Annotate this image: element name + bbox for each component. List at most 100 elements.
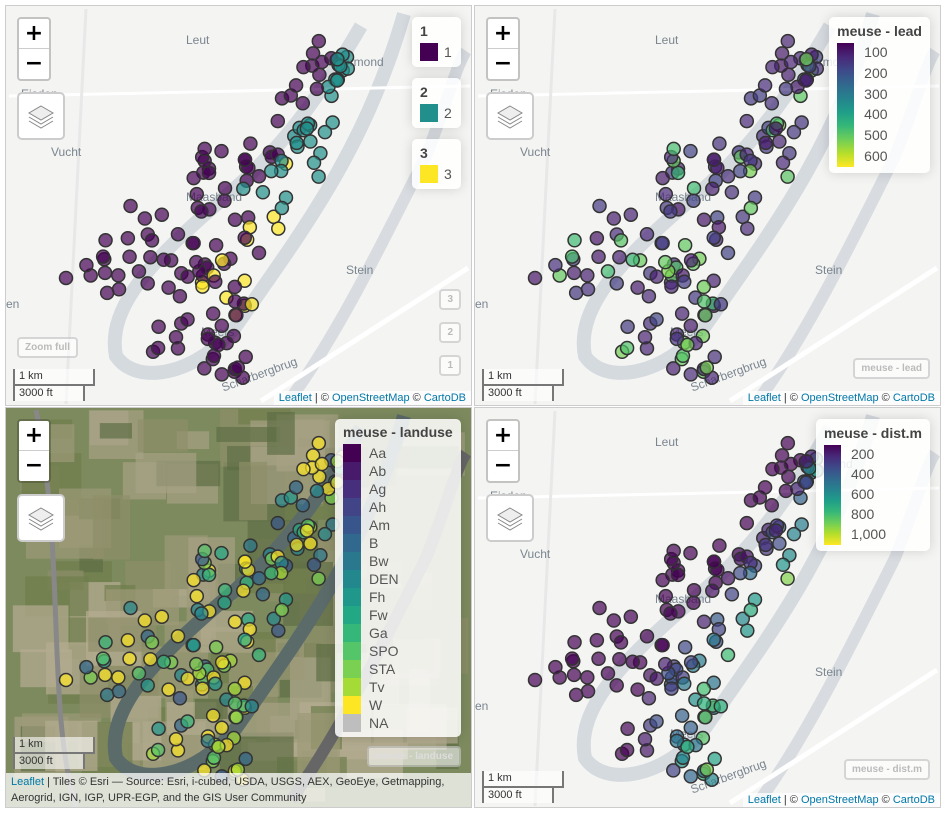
sample-point-marker[interactable]	[676, 274, 692, 290]
sample-point-marker[interactable]	[655, 170, 670, 186]
sample-point-marker[interactable]	[197, 543, 212, 559]
sample-point-marker[interactable]	[161, 280, 176, 295]
sample-point-marker[interactable]	[144, 635, 160, 650]
sample-point-marker[interactable]	[214, 545, 229, 561]
sample-point-marker[interactable]	[739, 113, 755, 129]
sample-point-marker[interactable]	[255, 185, 271, 200]
sample-point-marker[interactable]	[775, 557, 791, 573]
sample-point-marker[interactable]	[172, 690, 188, 706]
sample-point-marker[interactable]	[299, 523, 315, 538]
sample-point-marker[interactable]	[251, 169, 267, 184]
sample-point-marker[interactable]	[189, 588, 205, 604]
sample-point-marker[interactable]	[707, 751, 722, 767]
sample-point-marker[interactable]	[172, 288, 188, 304]
sample-point-marker[interactable]	[592, 600, 607, 616]
sample-point-marker[interactable]	[168, 329, 184, 345]
sample-point-marker[interactable]	[757, 480, 773, 495]
sample-point-marker[interactable]	[683, 720, 699, 736]
sample-point-marker[interactable]	[140, 678, 155, 693]
sample-point-marker[interactable]	[131, 666, 147, 681]
sample-point-marker[interactable]	[686, 180, 702, 196]
sample-point-marker[interactable]	[724, 587, 740, 602]
cartodb-link[interactable]: CartoDB	[892, 794, 935, 806]
sample-point-marker[interactable]	[705, 181, 720, 196]
sample-point-marker[interactable]	[180, 269, 195, 284]
sample-point-marker[interactable]	[237, 632, 252, 647]
sample-point-marker[interactable]	[683, 655, 699, 670]
sample-point-marker[interactable]	[613, 635, 629, 650]
sample-point-marker[interactable]	[317, 124, 333, 140]
sample-point-marker[interactable]	[778, 81, 794, 97]
sample-point-marker[interactable]	[98, 635, 113, 650]
sample-point-marker[interactable]	[707, 349, 722, 365]
sample-point-marker[interactable]	[150, 340, 166, 356]
sample-point-marker[interactable]	[123, 600, 138, 616]
sample-point-marker[interactable]	[591, 651, 606, 666]
sample-point-marker[interactable]	[619, 340, 635, 356]
sample-point-marker[interactable]	[666, 763, 681, 778]
sample-point-marker[interactable]	[757, 78, 773, 93]
sample-point-marker[interactable]	[236, 583, 251, 598]
sample-point-marker[interactable]	[227, 294, 243, 309]
sample-point-marker[interactable]	[205, 708, 221, 723]
sample-point-marker[interactable]	[589, 632, 605, 648]
sample-point-marker[interactable]	[580, 684, 596, 699]
sample-point-marker[interactable]	[208, 639, 224, 655]
sample-point-marker[interactable]	[303, 134, 318, 149]
sample-point-marker[interactable]	[255, 587, 271, 602]
sample-point-marker[interactable]	[765, 59, 780, 75]
layers-button[interactable]	[17, 92, 65, 140]
map-canvas[interactable]: LeutUrmondEisdenVuchtMaasbandSteinMeersS…	[475, 408, 941, 808]
sample-point-marker[interactable]	[186, 235, 201, 251]
sample-point-marker[interactable]	[143, 651, 158, 667]
sample-point-marker[interactable]	[251, 571, 267, 586]
sample-point-marker[interactable]	[143, 249, 158, 265]
sample-point-marker[interactable]	[189, 254, 204, 270]
sample-point-marker[interactable]	[317, 526, 333, 542]
sample-point-marker[interactable]	[696, 681, 712, 697]
sample-point-marker[interactable]	[120, 230, 136, 246]
sample-point-marker[interactable]	[724, 185, 740, 200]
layers-button[interactable]	[17, 494, 65, 542]
sample-point-marker[interactable]	[720, 169, 736, 184]
sample-point-marker[interactable]	[591, 249, 606, 264]
sample-point-marker[interactable]	[211, 337, 226, 353]
sample-point-marker[interactable]	[154, 609, 170, 624]
zoom-out-button[interactable]: −	[493, 453, 513, 478]
sample-point-marker[interactable]	[238, 349, 253, 365]
sample-point-marker[interactable]	[794, 517, 809, 532]
sample-point-marker[interactable]	[705, 583, 720, 598]
sample-point-marker[interactable]	[739, 515, 755, 531]
sample-point-marker[interactable]	[180, 671, 195, 686]
cartodb-link[interactable]: CartoDB	[423, 392, 466, 404]
sample-point-marker[interactable]	[227, 614, 243, 629]
sample-point-marker[interactable]	[314, 456, 330, 472]
sample-point-marker[interactable]	[189, 656, 204, 672]
sample-point-marker[interactable]	[244, 297, 260, 312]
sample-point-marker[interactable]	[639, 628, 655, 644]
sample-point-marker[interactable]	[217, 595, 232, 610]
sample-point-marker[interactable]	[696, 696, 712, 711]
sample-point-marker[interactable]	[743, 602, 759, 618]
sample-point-marker[interactable]	[295, 96, 311, 111]
sample-point-marker[interactable]	[612, 249, 627, 265]
sample-point-marker[interactable]	[189, 186, 205, 202]
sample-point-marker[interactable]	[217, 193, 232, 208]
layer-tag-button[interactable]: meuse - lead	[853, 358, 930, 379]
sample-point-marker[interactable]	[698, 307, 713, 323]
leaflet-link[interactable]: Leaflet	[11, 776, 45, 788]
sample-point-marker[interactable]	[649, 312, 664, 327]
sample-point-marker[interactable]	[123, 198, 138, 214]
sample-point-marker[interactable]	[706, 230, 721, 245]
sample-point-marker[interactable]	[713, 297, 729, 312]
sample-point-marker[interactable]	[201, 165, 217, 181]
sample-point-marker[interactable]	[186, 170, 201, 186]
sample-point-marker[interactable]	[314, 54, 330, 70]
sample-point-marker[interactable]	[227, 681, 243, 697]
sample-point-marker[interactable]	[325, 115, 340, 130]
sample-point-marker[interactable]	[309, 483, 325, 499]
sample-point-marker[interactable]	[214, 253, 230, 268]
sample-point-marker[interactable]	[99, 285, 115, 301]
sample-point-marker[interactable]	[794, 115, 809, 130]
sample-point-marker[interactable]	[295, 498, 311, 513]
